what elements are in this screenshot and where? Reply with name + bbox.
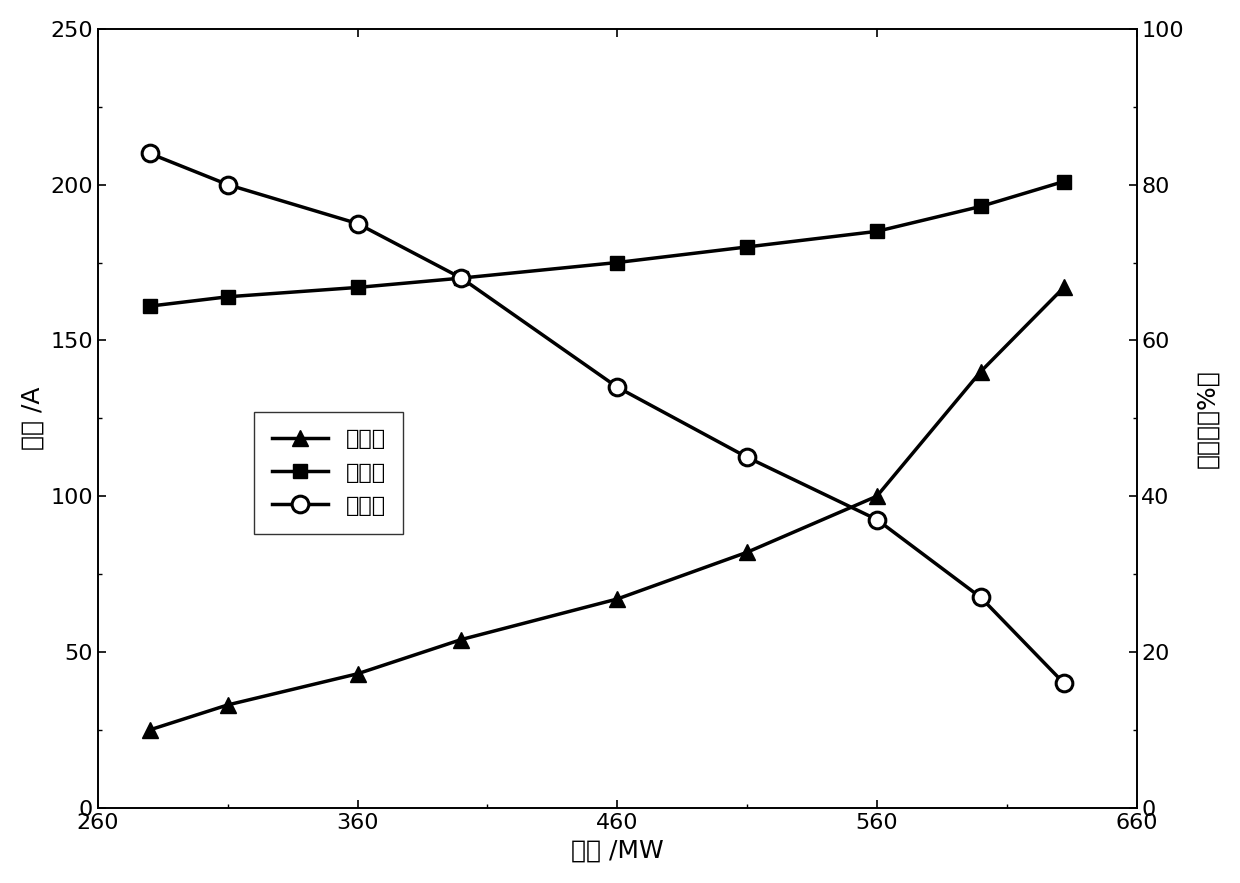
工频时	[973, 201, 988, 212]
变频时	[221, 699, 236, 710]
Line: 变频时: 变频时	[143, 280, 1071, 737]
节能率	[143, 148, 157, 159]
变频时	[350, 668, 365, 679]
Y-axis label: 电流 /A: 电流 /A	[21, 387, 45, 450]
工频时	[1056, 177, 1071, 187]
节能率	[739, 452, 754, 463]
Y-axis label: 节能率（%）: 节能率（%）	[1195, 369, 1219, 468]
工频时	[143, 301, 157, 312]
变频时	[973, 366, 988, 377]
Legend: 变频时, 工频时, 节能率: 变频时, 工频时, 节能率	[254, 411, 403, 534]
变频时	[1056, 283, 1071, 293]
工频时	[610, 257, 625, 268]
工频时	[454, 273, 469, 283]
节能率	[454, 273, 469, 283]
节能率	[1056, 678, 1071, 689]
工频时	[869, 226, 884, 237]
节能率	[610, 381, 625, 392]
节能率	[973, 592, 988, 603]
工频时	[221, 291, 236, 302]
工频时	[739, 242, 754, 253]
变频时	[610, 593, 625, 604]
X-axis label: 负荷 /MW: 负荷 /MW	[570, 838, 663, 862]
节能率	[221, 179, 236, 190]
变频时	[143, 725, 157, 736]
工频时	[350, 283, 365, 293]
变频时	[869, 491, 884, 502]
变频时	[739, 547, 754, 557]
Line: 节能率: 节能率	[141, 145, 1073, 691]
变频时	[454, 634, 469, 645]
节能率	[350, 218, 365, 229]
Line: 工频时: 工频时	[143, 175, 1071, 313]
节能率	[869, 514, 884, 525]
